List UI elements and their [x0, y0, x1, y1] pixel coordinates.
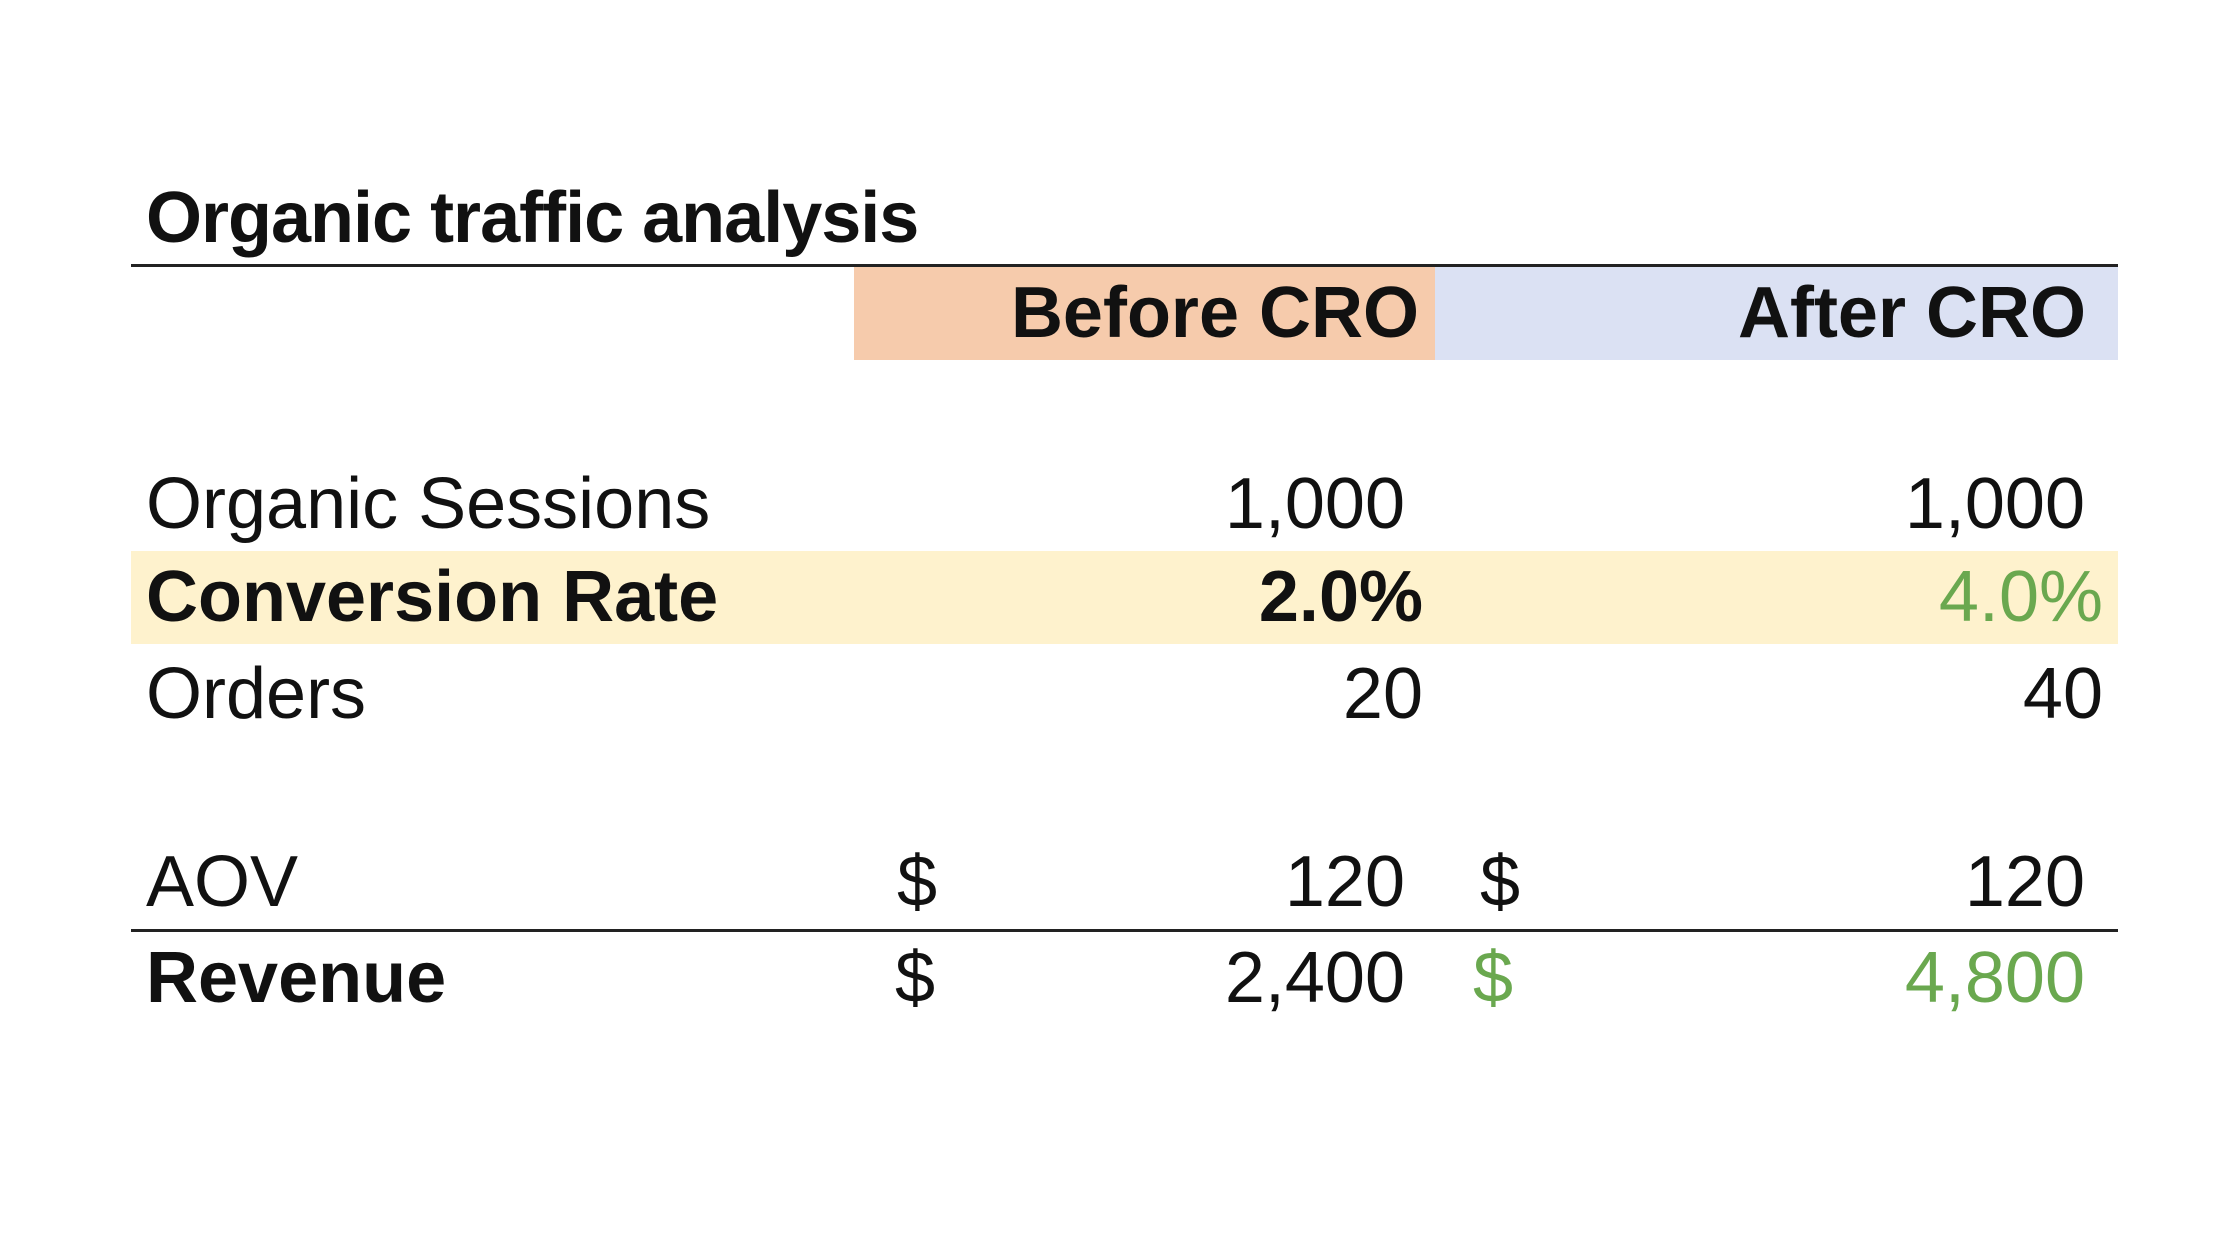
aov-after-currency: $	[1480, 842, 1521, 922]
aov-after-value: 120	[1964, 842, 2085, 922]
conversion-row-highlight	[131, 551, 2118, 644]
row-label-aov: AOV	[146, 842, 299, 922]
orders-after-value: 40	[2022, 654, 2103, 734]
sessions-before-value: 1,000	[1224, 464, 1405, 544]
revenue-after-value: 4,800	[1904, 938, 2085, 1018]
table-title: Organic traffic analysis	[146, 178, 919, 258]
revenue-before-value: 2,400	[1224, 938, 1405, 1018]
total-divider	[131, 929, 2118, 932]
orders-before-value: 20	[1342, 654, 1423, 734]
conversion-before-value: 2.0%	[1258, 557, 1423, 637]
row-label-orders: Orders	[146, 654, 367, 734]
header-after-cro: After CRO	[1435, 267, 2118, 360]
title-divider	[131, 264, 2118, 267]
conversion-after-value: 4.0%	[1938, 557, 2103, 637]
row-label-conversion-rate: Conversion Rate	[146, 557, 719, 637]
revenue-after-currency: $	[1473, 938, 1514, 1018]
sessions-after-value: 1,000	[1904, 464, 2085, 544]
aov-before-currency: $	[897, 842, 938, 922]
row-label-revenue: Revenue	[146, 938, 447, 1018]
aov-before-value: 120	[1284, 842, 1405, 922]
header-before-cro: Before CRO	[854, 267, 1435, 360]
row-label-organic-sessions: Organic Sessions	[146, 464, 711, 544]
revenue-before-currency: $	[895, 938, 936, 1018]
